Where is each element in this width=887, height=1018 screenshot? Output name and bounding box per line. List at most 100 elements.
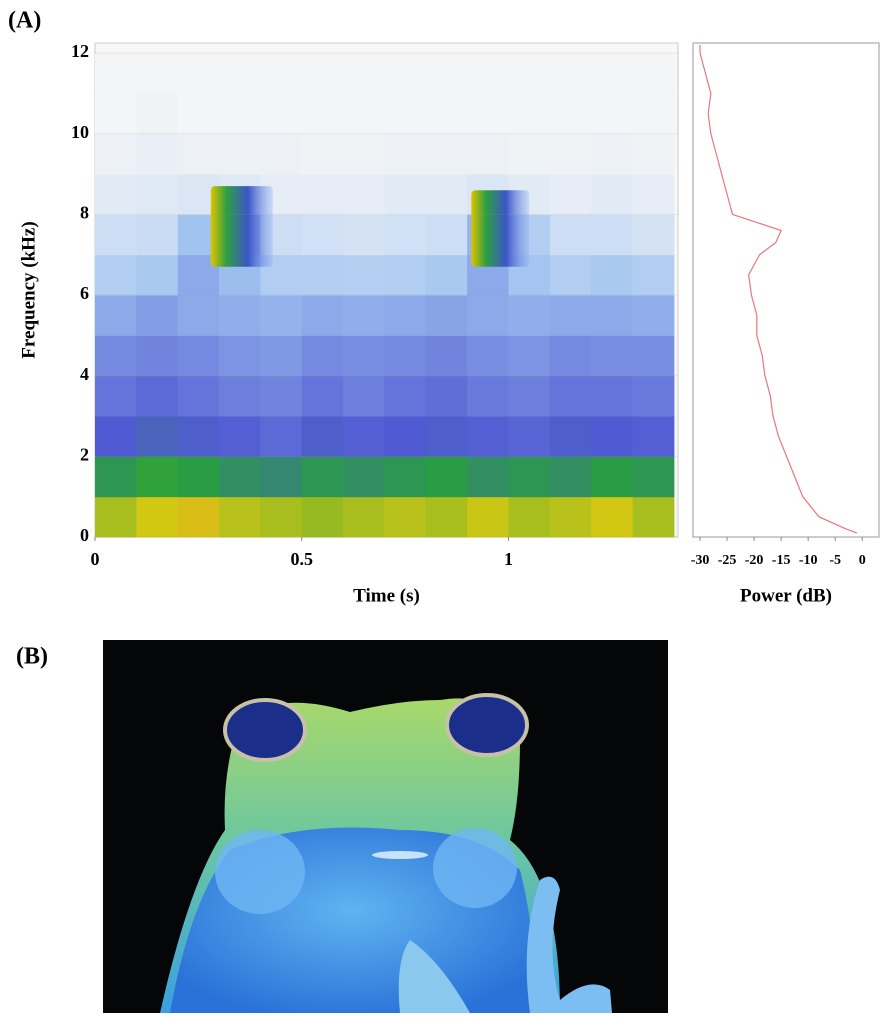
spectrogram-cell [260,295,303,336]
spectrogram-cell [301,295,344,336]
spectrogram-cell [632,335,675,377]
spectrogram-cell [136,214,179,256]
x-tick-label: 0 [859,553,866,568]
spectrogram-cell [95,456,137,498]
y-tick-label: 12 [71,41,89,61]
spectrogram-cell [343,254,385,296]
spectrogram-cell [508,295,551,336]
spectrogram-cell [301,375,344,417]
spectrogram-cell [425,53,468,94]
spectrogram-cell [219,496,261,538]
spectrogram-cell [301,335,344,377]
spectrogram-cell [632,133,675,175]
spectrogram-cell [549,416,592,457]
spectrogram-cell [301,496,344,538]
spectrogram-cell [467,375,509,417]
spectrogram-cell [632,254,675,296]
y-tick-label: 2 [80,444,89,464]
spectrogram-cell [219,295,261,336]
spectrogram-cell [95,496,137,538]
spectrogram-cell [384,375,427,417]
spectrogram-cell [177,496,220,538]
spectrogram-cell [95,174,137,215]
x-tick-label: -25 [718,553,737,568]
spectrogram-cell [95,335,137,377]
spectrogram-cell [384,93,427,135]
spectrogram-cell [384,133,427,175]
spectrogram-cell [425,416,468,457]
spectrogram-cell [549,335,592,377]
spectrogram-cell [260,53,303,94]
x-axis-title: Time (s) [353,585,420,606]
spectrogram-cell [301,456,344,498]
spectrogram-cell [591,254,634,296]
spectrogram-cell [95,375,137,417]
spectrogram-cell [136,416,179,457]
spectrogram-cell [508,375,551,417]
x-axis-title: Power (dB) [740,585,832,606]
spectrogram-cell [384,416,427,457]
spectrogram-cell [591,295,634,336]
spectrogram-cell [549,53,592,94]
spectrogram-cell [136,375,179,417]
call [471,190,530,267]
spectrogram-cell [384,496,427,538]
spectrogram-cell [384,53,427,94]
spectrogram-cell [136,53,179,94]
spectrogram-cell [219,53,261,94]
spectrogram-cell [343,456,385,498]
spectrogram-cell [177,416,220,457]
x-tick-label: -30 [691,553,710,568]
spectrogram-cell [177,133,220,175]
spectrogram-cell [632,53,675,94]
spectrogram-cell [384,295,427,336]
plot-area [692,42,880,538]
spectrogram-cell [95,295,137,336]
spectrogram-cell [136,93,179,135]
spectrogram-cell [467,133,509,175]
spectrogram-cell [632,295,675,336]
spectrogram-cell [632,174,675,215]
spectrogram-cell [467,456,509,498]
spectrogram-cell [343,416,385,457]
spectrogram-cell [136,295,179,336]
spectrogram-cell [343,53,385,94]
call [210,186,273,267]
spectrogram-cell [301,214,344,256]
spectrogram-cell [343,335,385,377]
y-tick-label: 6 [80,283,89,303]
spectrogram-cell [343,214,385,256]
spectrogram-cell [260,456,303,498]
y-axis-title: Frequency (kHz) [18,221,39,358]
frog-photo [103,640,668,1013]
spectrogram-cell [591,496,634,538]
spectrogram-cell [301,254,344,296]
spectrogram-cell [425,133,468,175]
spectrogram-cell [301,53,344,94]
spectrogram-cell [219,133,261,175]
spectrogram-cell [425,496,468,538]
y-tick-label: 10 [71,122,89,142]
panel-label: (A) [8,8,41,34]
x-tick-label: 0.5 [290,549,313,569]
spectrogram-cell [301,416,344,457]
spectrogram-cell [384,335,427,377]
spectrogram-cell [591,93,634,135]
spectrogram-cell [467,295,509,336]
spectrogram-cell [260,496,303,538]
spectrogram-cell [219,416,261,457]
y-tick-label: 0 [80,525,89,545]
spectrogram-cell [467,93,509,135]
y-tick-label: 4 [80,364,89,384]
x-tick-label: -10 [799,553,818,568]
spectrogram-cell [632,93,675,135]
spectrogram-cell [136,174,179,215]
spectrogram-cell [425,174,468,215]
spectrogram-cell [95,133,137,175]
spectrogram-cell [384,174,427,215]
spectrogram-cell [177,375,220,417]
x-tick-label: -5 [829,553,841,568]
spectrogram-cell [591,375,634,417]
spectrogram-cell [384,214,427,256]
